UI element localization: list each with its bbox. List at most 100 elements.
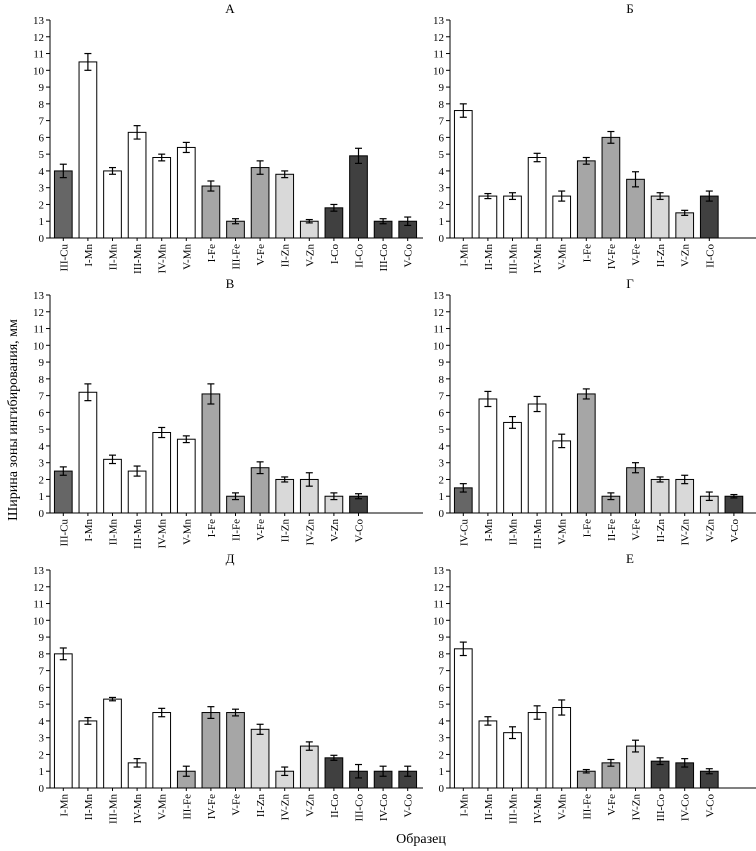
y-tick-label: 12 (33, 32, 44, 44)
y-tick-label: 10 (433, 65, 445, 77)
x-tick-label: IV-Zn (304, 519, 316, 546)
x-tick-label: II-Zn (655, 519, 667, 543)
x-tick-label: IV-Zn (680, 519, 692, 546)
x-tick-label: II-Mn (108, 244, 120, 271)
x-tick-label: IV-Mn (132, 794, 144, 824)
bar-ii-zn (650, 195, 670, 239)
y-tick-label: 4 (39, 716, 45, 728)
y-tick-label: 3 (39, 733, 45, 745)
bar-ii-zn (275, 173, 295, 239)
y-tick-label: 5 (439, 699, 445, 711)
y-tick-label: 7 (39, 666, 45, 678)
x-tick-label: V-Fe (231, 794, 243, 816)
y-tick-label: 6 (39, 407, 45, 419)
y-tick-label: 2 (439, 199, 445, 211)
bar-v-fe (250, 467, 270, 514)
x-tick-label: I-Co (329, 244, 341, 265)
y-tick-label: 1 (439, 766, 445, 778)
y-tick-label: 12 (433, 307, 444, 319)
y-tick-label: 9 (39, 357, 45, 369)
bar-iii-co (650, 760, 670, 789)
bar-ii-mn (103, 458, 122, 514)
bar-v-mn (152, 712, 172, 789)
x-tick-label: V-Zn (329, 519, 341, 542)
bar-v-mn (552, 707, 572, 789)
x-tick-label: II-Co (704, 244, 716, 268)
y-tick-label: 0 (439, 508, 445, 520)
y-tick-label: 3 (439, 458, 445, 470)
x-tick-label: II-Fe (606, 519, 618, 541)
y-tick-label: 3 (439, 183, 445, 195)
bar-i-fe (576, 160, 596, 239)
y-tick-label: 5 (439, 149, 445, 161)
y-tick-label: 8 (439, 374, 445, 386)
bar-ii-co (349, 155, 368, 239)
y-tick-label: 7 (439, 666, 445, 678)
x-tick-label: I-Mn (83, 244, 95, 267)
bar-v-mn (176, 146, 196, 239)
y-tick-label: 13 (433, 15, 445, 27)
x-tick-label: V-Zn (704, 519, 716, 542)
x-tick-label: V-Co (403, 244, 415, 268)
x-tick-label: I-Mn (483, 519, 495, 542)
x-tick-label: V-Mn (181, 519, 193, 545)
bar-i-fe (576, 393, 596, 514)
x-tick-label: V-Fe (606, 794, 618, 816)
x-tick-label: III-Mn (132, 244, 144, 274)
bar-i-mn (453, 110, 473, 239)
y-tick-label: 12 (33, 582, 44, 594)
x-tick-label: V-Mn (157, 794, 169, 820)
y-tick-label: 13 (33, 565, 45, 577)
y-tick-label: 4 (39, 441, 45, 453)
y-tick-label: 11 (433, 324, 444, 336)
y-tick-label: 2 (439, 749, 445, 761)
x-tick-label: V-Zn (304, 244, 316, 267)
y-tick-label: 7 (439, 391, 445, 403)
bar-iii-mn (127, 131, 147, 239)
y-tick-label: 10 (33, 615, 45, 627)
x-tick-label: III-Co (655, 794, 667, 822)
x-tick-label: V-Fe (631, 244, 643, 266)
y-tick-label: 8 (39, 649, 45, 661)
y-tick-label: 10 (33, 65, 45, 77)
y-tick-label: 9 (439, 632, 445, 644)
y-tick-label: 0 (39, 508, 45, 520)
y-tick-label: 4 (439, 716, 445, 728)
chart-title: Д (226, 551, 235, 566)
y-tick-label: 7 (39, 391, 45, 403)
bar-iv-zn (675, 478, 695, 514)
bar-iv-fe (601, 136, 621, 239)
y-tick-label: 12 (433, 582, 444, 594)
x-tick-label: I-Fe (206, 519, 218, 537)
y-tick-label: 1 (439, 491, 445, 503)
bar-i-co (324, 207, 344, 239)
bar-i-mn (78, 391, 98, 514)
x-tick-label: III-Fe (181, 794, 193, 820)
chart-title: Б (626, 1, 633, 16)
y-tick-label: 10 (433, 615, 445, 627)
y-tick-label: 5 (39, 149, 45, 161)
bar-v-fe (626, 467, 645, 514)
y-tick-label: 5 (39, 699, 45, 711)
y-tick-label: 11 (33, 599, 44, 611)
y-tick-label: 6 (439, 132, 445, 144)
x-tick-label: IV-Zn (631, 794, 643, 821)
x-tick-label: II-Zn (280, 244, 292, 268)
y-tick-label: 9 (439, 357, 445, 369)
y-tick-label: 3 (439, 733, 445, 745)
x-tick-label: V-Fe (631, 519, 643, 541)
x-tick-label: V-Co (403, 794, 415, 818)
bar-ii-co (324, 757, 344, 789)
bar-iii-cu (53, 170, 73, 239)
x-tick-label: II-Fe (231, 519, 243, 541)
x-tick-label: III-Mn (532, 519, 544, 549)
y-tick-label: 2 (39, 199, 45, 211)
bar-iii-mn (503, 195, 522, 239)
x-tick-label: V-Fe (255, 244, 267, 266)
y-tick-label: 2 (39, 749, 45, 761)
y-tick-label: 4 (39, 166, 45, 178)
y-tick-label: 11 (433, 49, 444, 61)
